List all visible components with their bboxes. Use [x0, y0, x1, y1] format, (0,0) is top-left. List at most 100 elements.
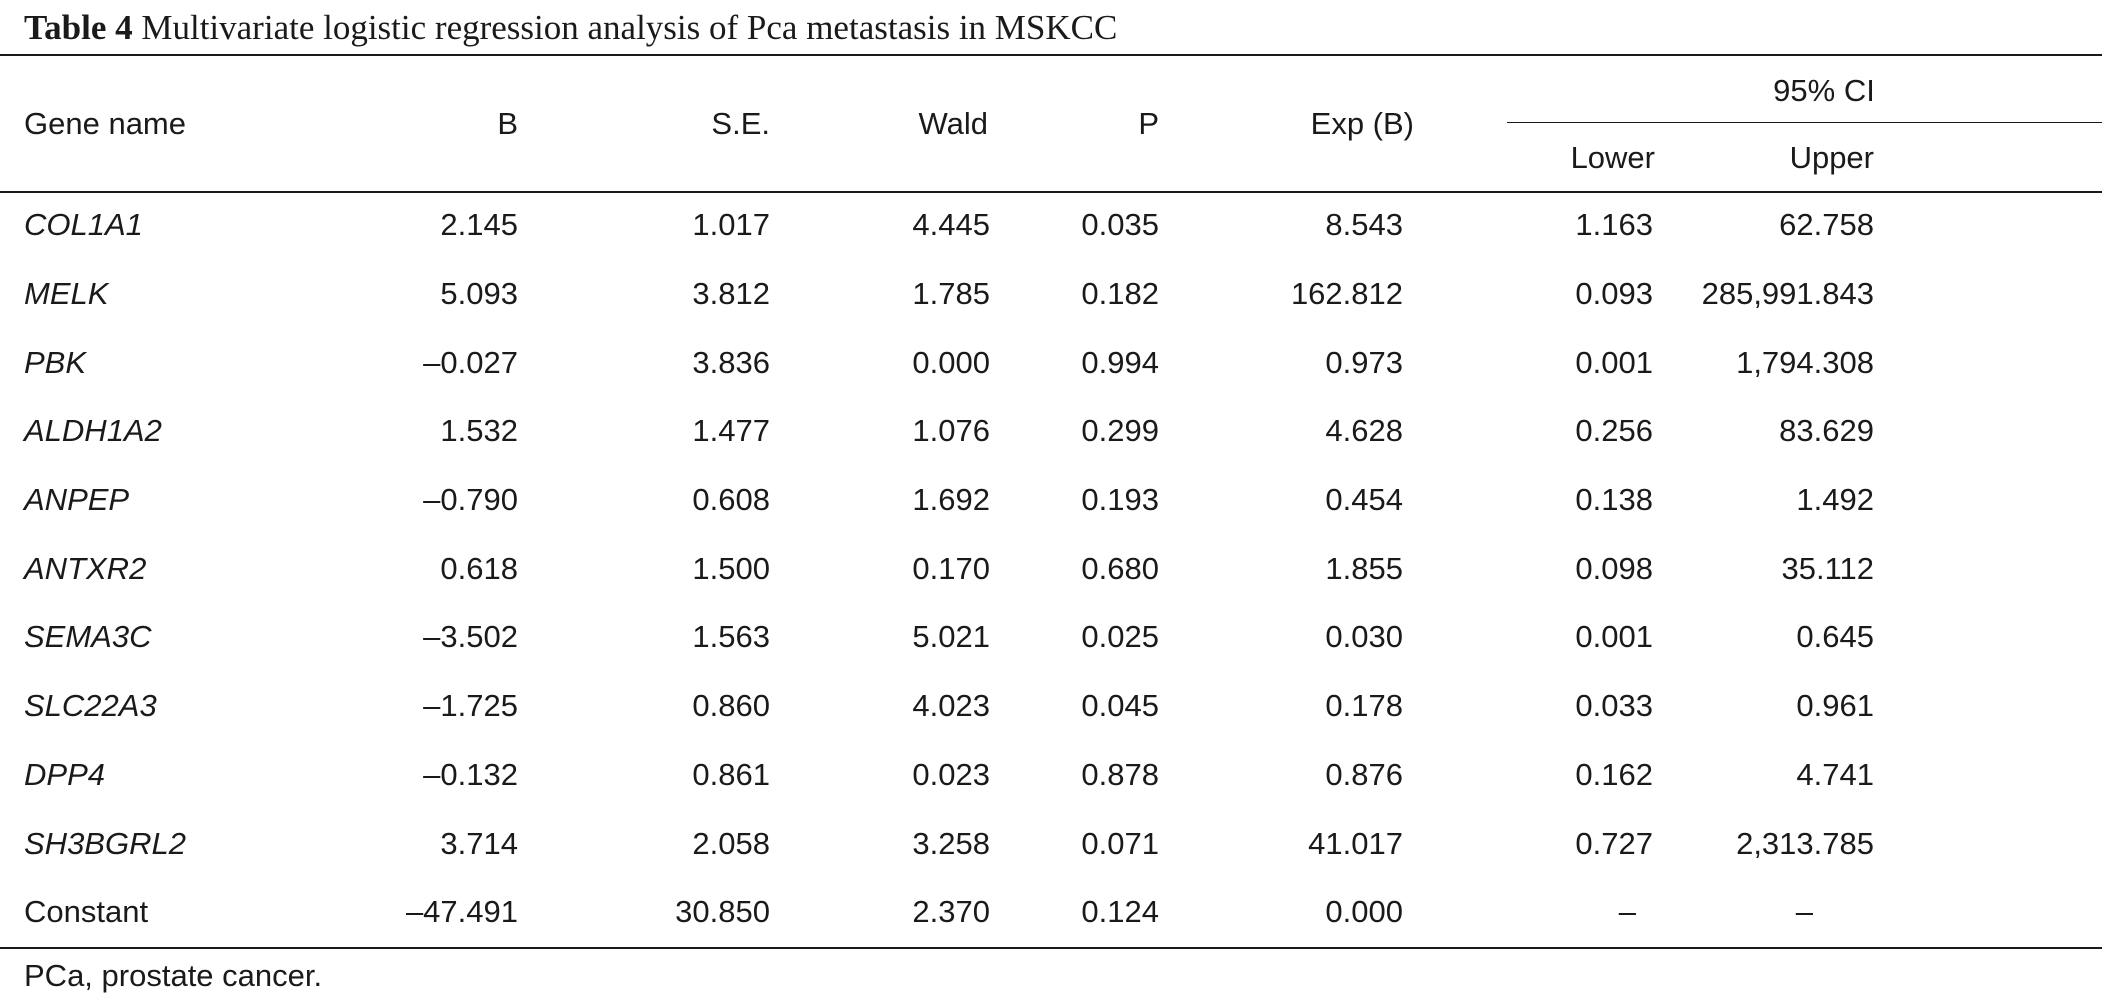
- table-row: COL1A1 2.145 1.017 4.445 0.035 8.543 1.163 62.7…: [0, 191, 2102, 260]
- cell-se: 1.477: [692, 413, 770, 449]
- cell-se: 1.563: [692, 619, 770, 655]
- cell-se: 3.836: [692, 344, 770, 380]
- cell-wald: 4.023: [912, 688, 990, 724]
- cell-lower: 0.001: [1575, 344, 1653, 380]
- cell-expb: 1.855: [1325, 550, 1403, 586]
- cell-wald: 3.258: [912, 825, 990, 861]
- cell-expb: 0.454: [1325, 482, 1403, 518]
- cell-expb: 4.628: [1325, 413, 1403, 449]
- cell-lower: 0.093: [1575, 276, 1653, 312]
- cell-lower: 1.163: [1575, 207, 1653, 243]
- cell-se: 1.017: [692, 207, 770, 243]
- cell-p: 0.025: [1081, 619, 1159, 655]
- cell-p: 0.182: [1081, 276, 1159, 312]
- cell-p: 0.045: [1081, 688, 1159, 724]
- header-gene-name: Gene name: [24, 106, 186, 141]
- cell-b: 0.618: [440, 550, 518, 586]
- cell-se: 3.812: [692, 276, 770, 312]
- cell-lower: 0.033: [1575, 688, 1653, 724]
- cell-p: 0.124: [1081, 894, 1159, 930]
- header-wald: Wald: [918, 106, 988, 141]
- table-row: ALDH1A2 1.532 1.477 1.076 0.299 4.628 0.256 83.…: [0, 397, 2102, 466]
- header-lower: Lower: [1570, 139, 1655, 175]
- cell-expb: 0.000: [1325, 894, 1403, 930]
- cell-wald: 1.785: [912, 276, 990, 312]
- cell-b: –0.132: [423, 756, 518, 792]
- cell-spacer: [1877, 260, 2102, 329]
- cell-name: SH3BGRL2: [24, 825, 186, 861]
- cell-name: SEMA3C: [24, 619, 152, 655]
- cell-p: 0.071: [1081, 825, 1159, 861]
- cell-upper: 1,794.308: [1736, 344, 1874, 380]
- cell-name: ALDH1A2: [24, 413, 162, 449]
- bottom-rule: [0, 947, 2102, 949]
- cell-expb: 0.178: [1325, 688, 1403, 724]
- cell-b: –0.027: [423, 344, 518, 380]
- cell-expb: 0.973: [1325, 344, 1403, 380]
- cell-upper: 83.629: [1779, 413, 1874, 449]
- table-body: COL1A1 2.145 1.017 4.445 0.035 8.543 1.163 62.7…: [0, 191, 2102, 947]
- cell-b: 3.714: [440, 825, 518, 861]
- cell-upper: 285,991.843: [1701, 276, 1874, 312]
- cell-upper: 1.492: [1796, 482, 1874, 518]
- cell-b: 2.145: [440, 207, 518, 243]
- cell-p: 0.680: [1081, 550, 1159, 586]
- cell-spacer: [1877, 603, 2102, 672]
- cell-name: SLC22A3: [24, 688, 157, 724]
- cell-spacer: [1877, 397, 2102, 466]
- cell-spacer: [1877, 534, 2102, 603]
- cell-upper: 4.741: [1796, 756, 1874, 792]
- cell-wald: 1.692: [912, 482, 990, 518]
- cell-lower: 0.001: [1575, 619, 1653, 655]
- header-rule: [0, 191, 2102, 193]
- header-upper: Upper: [1789, 139, 1874, 175]
- table-row: DPP4 –0.132 0.861 0.023 0.878 0.876 0.162 4.741: [0, 741, 2102, 810]
- cell-spacer: [1877, 672, 2102, 741]
- table-caption: Table 4 Multivariate logistic regression…: [24, 6, 1117, 50]
- cell-upper: 35.112: [1781, 550, 1874, 586]
- cell-expb: 0.876: [1325, 756, 1403, 792]
- table-title: Multivariate logistic regression analysi…: [141, 8, 1118, 47]
- cell-upper: –: [1795, 894, 1813, 930]
- header-p: P: [1138, 106, 1159, 141]
- cell-expb: 162.812: [1290, 276, 1403, 312]
- cell-upper: 0.961: [1796, 688, 1874, 724]
- cell-se: 0.608: [692, 482, 770, 518]
- top-rule: [0, 54, 2102, 56]
- table-label: Table 4: [24, 8, 133, 47]
- cell-wald: 0.170: [912, 550, 990, 586]
- header-spacer: [1877, 124, 2102, 191]
- cell-p: 0.878: [1081, 756, 1159, 792]
- header-expb: Exp (B): [1310, 106, 1414, 141]
- cell-upper: 62.758: [1779, 207, 1874, 243]
- cell-lower: 0.098: [1575, 550, 1653, 586]
- cell-spacer: [1877, 191, 2102, 260]
- cell-se: 2.058: [692, 825, 770, 861]
- cell-wald: 1.076: [912, 413, 990, 449]
- cell-se: 0.860: [692, 688, 770, 724]
- regression-table: Gene name B S.E. Wald P Exp (B) 95% CI L…: [0, 57, 2102, 947]
- cell-spacer: [1877, 466, 2102, 535]
- cell-wald: 2.370: [912, 894, 990, 930]
- cell-wald: 0.023: [912, 756, 990, 792]
- cell-upper: 0.645: [1796, 619, 1874, 655]
- cell-wald: 4.445: [912, 207, 990, 243]
- table-row: SH3BGRL2 3.714 2.058 3.258 0.071 41.017 0.727 2…: [0, 809, 2102, 878]
- cell-name: COL1A1: [24, 207, 143, 243]
- table-row: Constant –47.491 30.850 2.370 0.124 0.000 – –: [0, 878, 2102, 947]
- cell-b: –3.502: [423, 619, 518, 655]
- cell-spacer: [1877, 328, 2102, 397]
- cell-p: 0.035: [1081, 207, 1159, 243]
- cell-p: 0.299: [1081, 413, 1159, 449]
- cell-b: 1.532: [440, 413, 518, 449]
- cell-expb: 8.543: [1325, 207, 1403, 243]
- table-row: SEMA3C –3.502 1.563 5.021 0.025 0.030 0.001 0.6…: [0, 603, 2102, 672]
- cell-lower: 0.727: [1575, 825, 1653, 861]
- header-se: S.E.: [711, 106, 770, 141]
- cell-wald: 0.000: [912, 344, 990, 380]
- cell-name: ANPEP: [24, 482, 130, 518]
- ci-group-rule: [1507, 122, 2102, 123]
- cell-lower: –: [1618, 894, 1636, 930]
- table-row: SLC22A3 –1.725 0.860 4.023 0.045 0.178 0.033 0.…: [0, 672, 2102, 741]
- cell-spacer: [1877, 878, 2102, 947]
